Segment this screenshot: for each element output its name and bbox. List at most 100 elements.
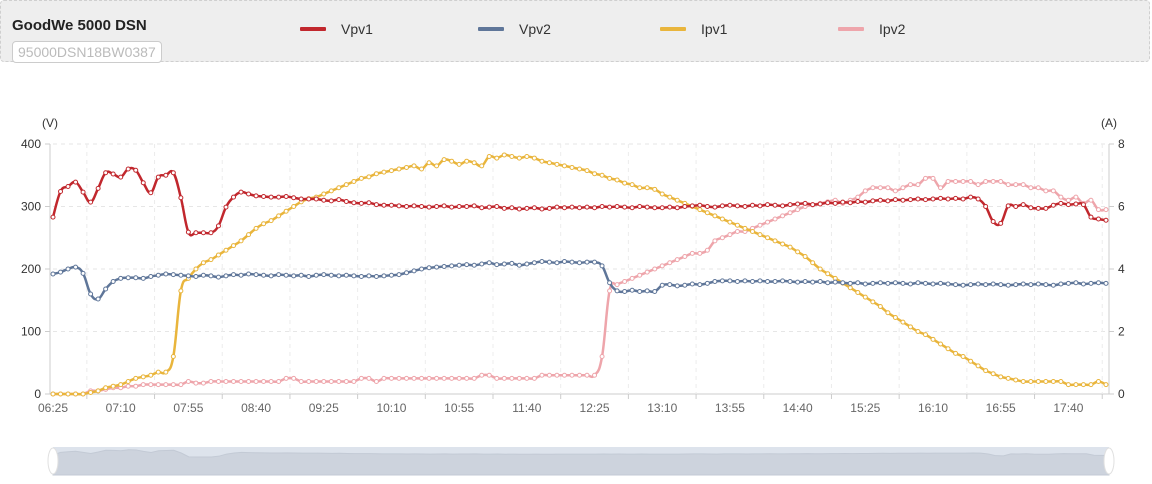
data-point (561, 372, 567, 378)
data-zoom-slider[interactable] (47, 447, 1115, 476)
device-header: GoodWe 5000 DSN 95000DSN18BW0387 (0, 0, 1150, 63)
data-point (118, 382, 124, 388)
legend-item-vpv1[interactable]: Vpv1 (300, 21, 373, 37)
legend-item-vpv2[interactable]: Vpv2 (478, 21, 551, 37)
data-point (712, 238, 718, 244)
data-point (1103, 280, 1109, 286)
data-point (456, 161, 462, 167)
data-point (283, 272, 289, 278)
data-point (200, 272, 206, 278)
data-point (328, 188, 334, 194)
legend-item-ipv2[interactable]: Ipv2 (838, 21, 905, 37)
data-zoom-handle-right[interactable] (1103, 447, 1115, 475)
data-point (343, 182, 349, 188)
series-line (51, 166, 1107, 237)
data-point (554, 260, 560, 266)
data-point (65, 391, 71, 397)
data-point (456, 262, 462, 268)
data-point (757, 203, 763, 209)
data-point (554, 204, 560, 210)
data-point (411, 375, 417, 381)
data-point (231, 194, 237, 200)
data-point (193, 266, 199, 272)
data-point (569, 372, 575, 378)
data-point (516, 375, 522, 381)
data-point (719, 235, 725, 241)
x-tick-label: 07:55 (173, 401, 203, 415)
data-point (351, 200, 357, 206)
data-point (441, 157, 447, 163)
data-point (968, 358, 974, 364)
data-point (757, 232, 763, 238)
data-point (607, 280, 613, 286)
data-point (486, 204, 492, 210)
data-point (50, 391, 56, 397)
data-point (659, 205, 665, 211)
data-point (659, 263, 665, 269)
data-point (419, 375, 425, 381)
data-point (193, 230, 199, 236)
data-point (449, 375, 455, 381)
data-point (780, 241, 786, 247)
data-point (577, 260, 582, 266)
data-point (441, 203, 447, 209)
data-point (802, 254, 808, 259)
data-point (103, 385, 109, 391)
data-point (569, 259, 575, 265)
data-point (689, 250, 695, 256)
data-point (336, 273, 342, 279)
data-point (546, 205, 552, 211)
data-point (200, 260, 206, 266)
data-point (73, 391, 79, 397)
data-point (531, 375, 537, 381)
series-vpv1 (50, 166, 1109, 237)
data-point (118, 275, 124, 281)
data-point (599, 172, 605, 178)
data-point (178, 288, 184, 294)
x-tick-label: 06:25 (38, 401, 68, 415)
data-point (990, 219, 996, 224)
data-point (426, 265, 432, 271)
data-point (253, 379, 259, 384)
data-point (953, 179, 959, 184)
data-point (847, 280, 853, 286)
data-point (607, 204, 613, 210)
data-point (734, 229, 740, 234)
data-point (366, 174, 372, 180)
data-point (336, 379, 342, 384)
data-point (185, 379, 191, 384)
legend-item-ipv1[interactable]: Ipv1 (660, 21, 727, 37)
data-point (1065, 197, 1071, 203)
data-point (268, 218, 274, 224)
data-point (1028, 185, 1034, 191)
data-point (719, 216, 725, 222)
data-point (178, 272, 184, 278)
data-point (215, 252, 221, 258)
data-point (772, 202, 778, 208)
y-right-tick-label: 6 (1118, 200, 1125, 214)
data-point (291, 195, 297, 201)
data-point (554, 161, 560, 167)
data-point (802, 279, 808, 284)
data-zoom-handle-left[interactable] (47, 447, 59, 475)
data-point (1103, 217, 1109, 223)
data-point (276, 194, 282, 200)
data-point (644, 288, 650, 294)
x-tick-label: 08:40 (241, 401, 271, 415)
data-point (938, 280, 944, 286)
data-point (1050, 202, 1056, 208)
data-point (373, 379, 379, 384)
data-point (313, 196, 319, 202)
data-point (223, 204, 229, 210)
data-point (697, 202, 703, 208)
data-point (885, 310, 891, 316)
data-point (870, 198, 876, 204)
data-point (441, 375, 447, 381)
data-point (1103, 207, 1109, 213)
serial-number-field: 95000DSN18BW0387 (12, 41, 162, 63)
data-point (765, 235, 771, 241)
data-point (486, 372, 492, 378)
data-point (772, 216, 778, 222)
data-point (960, 196, 966, 202)
data-point (915, 182, 921, 188)
